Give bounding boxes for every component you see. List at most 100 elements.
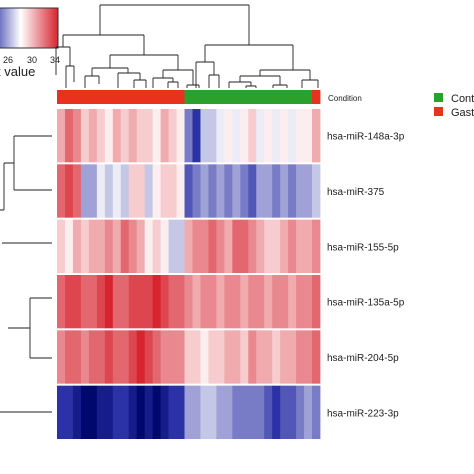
heatmap-cell bbox=[64, 109, 74, 163]
heatmap-cell bbox=[168, 330, 177, 384]
heatmap-cell bbox=[216, 164, 225, 218]
heatmap-cell bbox=[112, 164, 122, 218]
heatmap-cell bbox=[80, 330, 90, 384]
heatmap-cell bbox=[312, 219, 321, 273]
heatmap-cell bbox=[120, 219, 130, 273]
heatmap-cell bbox=[216, 330, 225, 384]
annotation-cell bbox=[208, 90, 217, 104]
heatmap-cell bbox=[272, 385, 281, 439]
heatmap-cell bbox=[144, 109, 154, 163]
heatmap-cell bbox=[160, 219, 169, 273]
heatmap-cell bbox=[192, 164, 201, 218]
heatmap-cell bbox=[184, 385, 193, 439]
heatmap-cell bbox=[224, 109, 233, 163]
heatmap-cell bbox=[80, 164, 90, 218]
annotation-cell bbox=[136, 90, 146, 104]
heatmap-cell bbox=[264, 330, 273, 384]
heatmap-cell bbox=[136, 330, 146, 384]
heatmap-cell bbox=[216, 385, 225, 439]
heatmap-cell bbox=[120, 275, 130, 329]
heatmap-cell bbox=[128, 109, 138, 163]
annotation-cell bbox=[112, 90, 122, 104]
heatmap-cell bbox=[296, 385, 305, 439]
annotation-cell bbox=[144, 90, 154, 104]
heatmap-cell bbox=[88, 164, 98, 218]
annotation-cell bbox=[152, 90, 162, 104]
row-labels: hsa-miR-148a-3p hsa-miR-375 hsa-miR-155-5p… bbox=[327, 132, 405, 420]
annotation-cell bbox=[304, 90, 313, 104]
annotation-cell bbox=[104, 90, 114, 104]
condition-label: Condition bbox=[328, 94, 362, 103]
heatmap-cell bbox=[200, 330, 209, 384]
heatmap-cell bbox=[88, 330, 98, 384]
heatmap-cell bbox=[264, 219, 273, 273]
heatmap-cell bbox=[72, 164, 82, 218]
annotation-cell bbox=[232, 90, 241, 104]
heatmap-cell bbox=[57, 275, 66, 329]
heatmap-cell bbox=[256, 109, 265, 163]
heatmap-cell bbox=[168, 275, 177, 329]
heatmap-cell bbox=[240, 109, 249, 163]
annotation-cell bbox=[312, 90, 321, 104]
heatmap-cell bbox=[200, 219, 209, 273]
heatmap-cell bbox=[296, 330, 305, 384]
heatmap-cell bbox=[128, 330, 138, 384]
heatmap-cell bbox=[120, 385, 130, 439]
heatmap-cell bbox=[72, 109, 82, 163]
heatmap-cell bbox=[176, 275, 185, 329]
heatmap-cell bbox=[152, 164, 162, 218]
heatmap-cell bbox=[184, 219, 193, 273]
heatmap-cell bbox=[248, 109, 257, 163]
heatmap-cell bbox=[64, 219, 74, 273]
annotation-cell bbox=[288, 90, 297, 104]
heatmap-cell bbox=[200, 385, 209, 439]
annotation-cell bbox=[224, 90, 233, 104]
heatmap-cell bbox=[288, 219, 297, 273]
heatmap-cell bbox=[232, 109, 241, 163]
heatmap-cell bbox=[96, 109, 106, 163]
annotation-cell bbox=[256, 90, 265, 104]
color-key: 26 30 34 t value bbox=[0, 7, 60, 79]
heatmap-cell bbox=[280, 330, 289, 384]
heatmap-cell bbox=[120, 330, 130, 384]
annotation-cell bbox=[216, 90, 225, 104]
heatmap-cell bbox=[80, 385, 90, 439]
heatmap-cell bbox=[168, 219, 177, 273]
annotation-cell bbox=[200, 90, 209, 104]
heatmap-cell bbox=[224, 219, 233, 273]
heatmap-cell bbox=[280, 109, 289, 163]
heatmap-cell bbox=[248, 164, 257, 218]
heatmap-cell bbox=[232, 385, 241, 439]
condition-annotation-bar bbox=[57, 90, 321, 104]
heatmap-cell bbox=[112, 385, 122, 439]
heatmap-cells bbox=[57, 109, 321, 439]
heatmap-cell bbox=[224, 385, 233, 439]
heatmap-cell bbox=[312, 385, 321, 439]
heatmap-cell bbox=[304, 164, 313, 218]
heatmap-cell bbox=[64, 385, 74, 439]
heatmap-cell bbox=[152, 109, 162, 163]
heatmap-cell bbox=[136, 109, 146, 163]
heatmap-cell bbox=[248, 275, 257, 329]
annotation-cell bbox=[296, 90, 305, 104]
annotation-cell bbox=[128, 90, 138, 104]
row-label: hsa-miR-375 bbox=[327, 187, 385, 198]
heatmap-cell bbox=[312, 330, 321, 384]
legend-swatch-cont bbox=[434, 93, 443, 102]
annotation-cell bbox=[120, 90, 130, 104]
heatmap-cell bbox=[88, 219, 98, 273]
heatmap-cell bbox=[112, 109, 122, 163]
heatmap-cell bbox=[144, 330, 154, 384]
heatmap-cell bbox=[57, 109, 66, 163]
heatmap-cell bbox=[64, 275, 74, 329]
heatmap-cell bbox=[88, 275, 98, 329]
color-key-tick-26: 26 bbox=[3, 55, 13, 65]
color-key-tick-30: 30 bbox=[27, 55, 37, 65]
heatmap-cell bbox=[184, 164, 193, 218]
color-key-tick-34: 34 bbox=[50, 55, 60, 65]
heatmap-cell bbox=[240, 275, 249, 329]
heatmap-cell bbox=[248, 330, 257, 384]
heatmap-cell bbox=[256, 219, 265, 273]
heatmap-cell bbox=[232, 275, 241, 329]
